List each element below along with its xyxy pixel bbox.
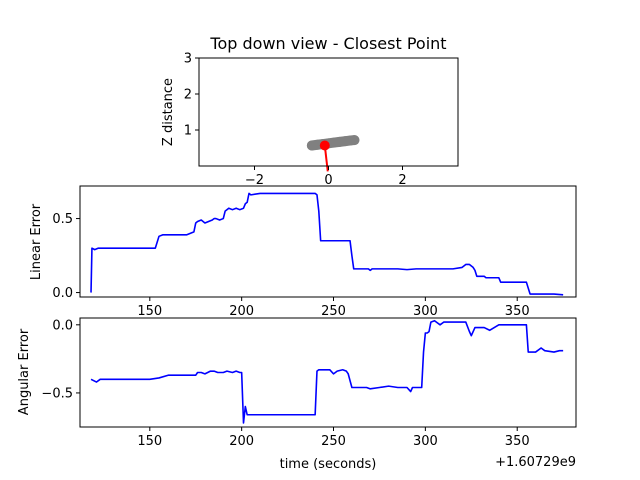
y-tick-label: 3 — [184, 52, 192, 67]
top-down-view-plot: Top down view - Closest Point Z distance… — [161, 34, 459, 188]
x-tick-label: 2 — [398, 173, 406, 188]
y-tick-label: 2 — [184, 88, 192, 103]
y-tick-label: 0.5 — [52, 212, 73, 227]
x-tick-label: 150 — [137, 434, 162, 449]
y-axis-label: Angular Error — [17, 328, 32, 415]
plot-frame — [79, 317, 577, 428]
x-tick-label: 200 — [229, 434, 254, 449]
y-axis-label: Z distance — [161, 78, 176, 146]
x-tick-label: −2 — [245, 173, 264, 188]
y-tick-label: 0.0 — [52, 286, 73, 301]
y-axis-label: Linear Error — [29, 203, 44, 280]
x-offset-label: +1.60729e9 — [495, 455, 576, 470]
y-tick-label: −0.5 — [41, 386, 73, 401]
x-tick-label: 250 — [321, 434, 346, 449]
x-tick-label: 250 — [321, 304, 346, 319]
y-tick-label: 1 — [184, 124, 192, 139]
error-series-line — [90, 319, 564, 424]
plot-frame — [198, 57, 459, 167]
x-tick-label: 350 — [505, 434, 530, 449]
x-tick-label: 0 — [324, 173, 332, 188]
error-series-line — [90, 192, 564, 296]
x-tick-label: 350 — [505, 304, 530, 319]
plot-frame — [79, 185, 577, 298]
x-tick-label: 150 — [137, 304, 162, 319]
x-tick-label: 300 — [413, 304, 438, 319]
closest-point — [319, 140, 330, 151]
chart-title: Top down view - Closest Point — [209, 34, 446, 53]
angular-error-plot: Angular Error time (seconds) +1.60729e9 … — [17, 317, 577, 472]
x-axis-label: time (seconds) — [280, 457, 377, 472]
linear-error-plot: Linear Error 150 200 250 300 350 0.0 0.5 — [29, 185, 577, 319]
trail-point — [349, 135, 360, 146]
y-tick-label: 0.0 — [52, 318, 73, 333]
x-tick-label: 200 — [229, 304, 254, 319]
x-tick-label: 300 — [413, 434, 438, 449]
